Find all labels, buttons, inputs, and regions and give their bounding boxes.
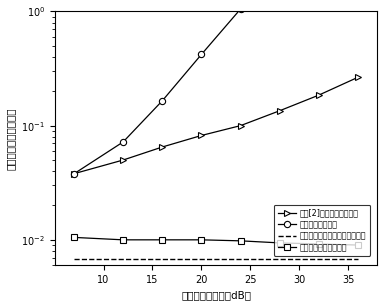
本发明设计方法的性能 <box>160 238 165 242</box>
文献[2]信道估计算法性能 <box>160 145 165 149</box>
本发明设计方法的性能 <box>121 238 126 242</box>
传统信道估计性能 <box>121 140 126 144</box>
文献[2]信道估计算法性能 <box>72 172 77 175</box>
X-axis label: 干扰噪声功率比（dB）: 干扰噪声功率比（dB） <box>181 290 251 300</box>
已知窄带干扰时的理想信道估计 <box>316 257 321 261</box>
已知窄带干扰时的理想信道估计 <box>277 257 282 261</box>
本发明设计方法的性能 <box>72 236 77 239</box>
传统信道估计性能 <box>72 172 77 175</box>
Line: 本发明设计方法的性能: 本发明设计方法的性能 <box>72 235 361 248</box>
已知窄带干扰时的理想信道估计 <box>238 257 243 261</box>
本发明设计方法的性能 <box>355 243 360 247</box>
Line: 文献[2]信道估计算法性能: 文献[2]信道估计算法性能 <box>72 75 361 176</box>
已知窄带干扰时的理想信道估计 <box>121 257 126 261</box>
传统信道估计性能 <box>238 7 243 11</box>
已知窄带干扰时的理想信道估计 <box>72 257 77 261</box>
文献[2]信道估计算法性能 <box>277 109 282 113</box>
Y-axis label: 信道估计的均方误差值: 信道估计的均方误差值 <box>6 107 16 170</box>
传统信道估计性能 <box>160 99 165 103</box>
文献[2]信道估计算法性能 <box>199 134 204 137</box>
Line: 传统信道估计性能: 传统信道估计性能 <box>71 0 361 177</box>
传统信道估计性能 <box>199 53 204 56</box>
已知窄带干扰时的理想信道估计 <box>355 257 360 261</box>
文献[2]信道估计算法性能 <box>238 124 243 128</box>
已知窄带干扰时的理想信道估计 <box>160 257 165 261</box>
本发明设计方法的性能 <box>199 238 204 242</box>
文献[2]信道估计算法性能 <box>316 93 321 97</box>
已知窄带干扰时的理想信道估计 <box>199 257 204 261</box>
本发明设计方法的性能 <box>316 242 321 246</box>
本发明设计方法的性能 <box>238 239 243 243</box>
Legend: 文献[2]信道估计算法性能, 传统信道估计性能, 已知窄带干扰时的理想信道估计, 本发明设计方法的性能: 文献[2]信道估计算法性能, 传统信道估计性能, 已知窄带干扰时的理想信道估计,… <box>274 205 370 256</box>
文献[2]信道估计算法性能 <box>121 158 126 162</box>
本发明设计方法的性能 <box>277 241 282 245</box>
文献[2]信道估计算法性能 <box>355 76 360 79</box>
